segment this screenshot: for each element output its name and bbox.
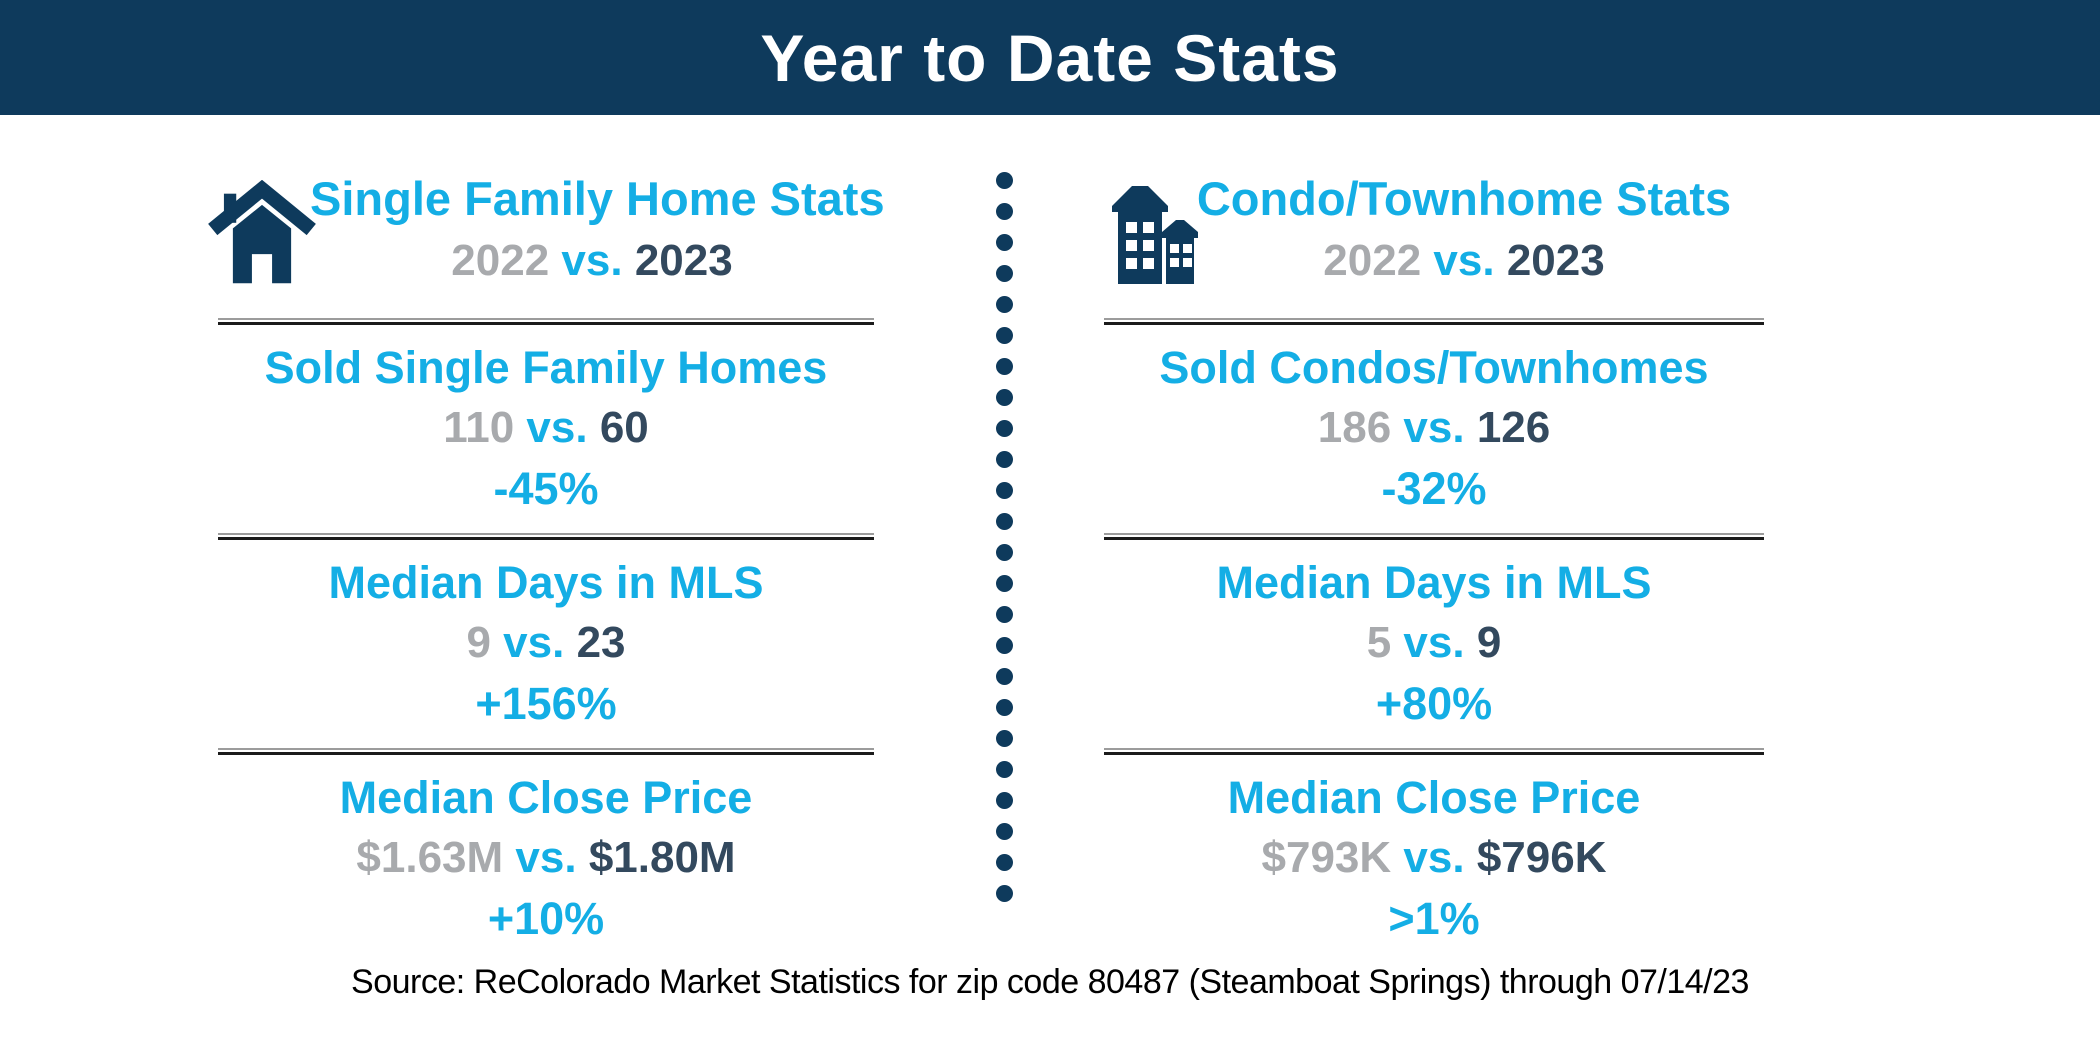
vs-label: vs. xyxy=(1403,833,1465,882)
divider-dot xyxy=(996,265,1013,282)
divider-dot xyxy=(996,668,1013,685)
divider-dot xyxy=(996,358,1013,375)
column-title: Condo/Townhome Stats xyxy=(1196,172,1732,225)
stat-label: Median Close Price xyxy=(1227,772,1641,823)
vs-label: vs. xyxy=(526,403,588,452)
stat-change: >1% xyxy=(1388,893,1480,944)
value-2022: 9 xyxy=(466,618,491,667)
vs-label: vs. xyxy=(1403,403,1465,452)
stat-section-price: Median Close Price $793K vs. $796K >1% xyxy=(1104,755,1764,963)
divider-dot xyxy=(996,172,1013,189)
divider-dot xyxy=(996,482,1013,499)
divider xyxy=(1104,318,1764,325)
stat-section-days: Median Days in MLS 5 vs. 9 +80% xyxy=(1104,540,1764,748)
stat-values: 110 vs. 60 xyxy=(218,397,874,459)
value-2023: $1.80M xyxy=(588,833,736,882)
value-2022: 110 xyxy=(443,403,515,452)
divider-dot xyxy=(996,389,1013,406)
stat-section-sold: Sold Condos/Townhomes 186 vs. 126 -32% xyxy=(1104,325,1764,533)
divider-dot xyxy=(996,854,1013,871)
value-2023: 23 xyxy=(576,618,626,667)
stat-section-sold: Sold Single Family Homes 110 vs. 60 -45% xyxy=(218,325,874,533)
value-2023: 126 xyxy=(1476,403,1551,452)
divider xyxy=(218,748,874,755)
year-new: 2023 xyxy=(634,236,733,285)
vs-label: vs. xyxy=(515,833,577,882)
value-2023: 60 xyxy=(599,403,649,452)
title-bar: Year to Date Stats xyxy=(0,0,2100,115)
stat-change: +80% xyxy=(1375,678,1493,729)
value-2022: $1.63M xyxy=(356,833,504,882)
single-family-header: Single Family Home Stats 2022 vs. 2023 xyxy=(208,130,885,318)
divider-dot xyxy=(996,699,1013,716)
stat-change: +10% xyxy=(487,893,605,944)
stat-values: 5 vs. 9 xyxy=(1104,612,1764,674)
divider xyxy=(1104,533,1764,540)
divider-dot xyxy=(996,792,1013,809)
value-2023: 9 xyxy=(1476,618,1502,667)
column-title: Single Family Home Stats xyxy=(310,172,885,225)
value-2022: 186 xyxy=(1317,403,1392,452)
divider-dot xyxy=(996,203,1013,220)
stat-values: $1.63M vs. $1.80M xyxy=(218,827,874,889)
single-family-header-text: Single Family Home Stats 2022 vs. 2023 xyxy=(310,130,885,286)
divider-dot xyxy=(996,730,1013,747)
divider-dot xyxy=(996,327,1013,344)
stat-label: Median Days in MLS xyxy=(1216,557,1652,608)
vs-label: vs. xyxy=(503,618,565,667)
stat-section-days: Median Days in MLS 9 vs. 23 +156% xyxy=(218,540,874,748)
stat-label: Median Days in MLS xyxy=(328,557,764,608)
divider-dot xyxy=(996,575,1013,592)
stat-change: -45% xyxy=(493,463,599,514)
value-2022: 5 xyxy=(1366,618,1392,667)
vs-label: vs. xyxy=(1433,236,1495,285)
single-family-column: Single Family Home Stats 2022 vs. 2023 S… xyxy=(208,130,885,963)
house-icon xyxy=(206,179,318,293)
divider-dot xyxy=(996,296,1013,313)
divider-dot xyxy=(996,637,1013,654)
condo-header-text: Condo/Townhome Stats 2022 vs. 2023 xyxy=(1164,130,1764,286)
year-old: 2022 xyxy=(1323,236,1422,285)
source-note: Source: ReColorado Market Statistics for… xyxy=(351,963,1749,1001)
stat-values: 9 vs. 23 xyxy=(218,612,874,674)
page-title: Year to Date Stats xyxy=(760,20,1340,95)
year-comparison: 2022 vs. 2023 xyxy=(310,236,874,286)
stat-values: $793K vs. $796K xyxy=(1104,827,1764,889)
divider-dot xyxy=(996,451,1013,468)
value-2022: $793K xyxy=(1261,833,1392,882)
year-old: 2022 xyxy=(451,236,550,285)
divider-dot xyxy=(996,544,1013,561)
vs-label: vs. xyxy=(561,236,623,285)
divider-dot xyxy=(996,761,1013,778)
stat-change: +156% xyxy=(475,678,617,729)
vs-label: vs. xyxy=(1403,618,1465,667)
year-new: 2023 xyxy=(1506,236,1605,285)
year-comparison: 2022 vs. 2023 xyxy=(1164,236,1764,286)
stat-label: Median Close Price xyxy=(339,772,753,823)
divider-dot xyxy=(996,513,1013,530)
divider-dot xyxy=(996,885,1013,902)
condo-header: Condo/Townhome Stats 2022 vs. 2023 xyxy=(1104,130,1764,318)
divider-dot xyxy=(996,234,1013,251)
buildings-icon xyxy=(1106,180,1202,293)
stat-values: 186 vs. 126 xyxy=(1104,397,1764,459)
stat-label: Sold Condos/Townhomes xyxy=(1159,342,1709,393)
stat-change: -32% xyxy=(1381,463,1487,514)
divider xyxy=(1104,748,1764,755)
divider xyxy=(218,533,874,540)
divider-dot xyxy=(996,420,1013,437)
divider-dot xyxy=(996,606,1013,623)
value-2023: $796K xyxy=(1476,833,1607,882)
stat-section-price: Median Close Price $1.63M vs. $1.80M +10… xyxy=(218,755,874,963)
condo-townhome-column: Condo/Townhome Stats 2022 vs. 2023 Sold … xyxy=(1104,130,1764,963)
dotted-divider xyxy=(996,172,1013,902)
stat-label: Sold Single Family Homes xyxy=(264,342,828,393)
divider-dot xyxy=(996,823,1013,840)
divider xyxy=(218,318,874,325)
